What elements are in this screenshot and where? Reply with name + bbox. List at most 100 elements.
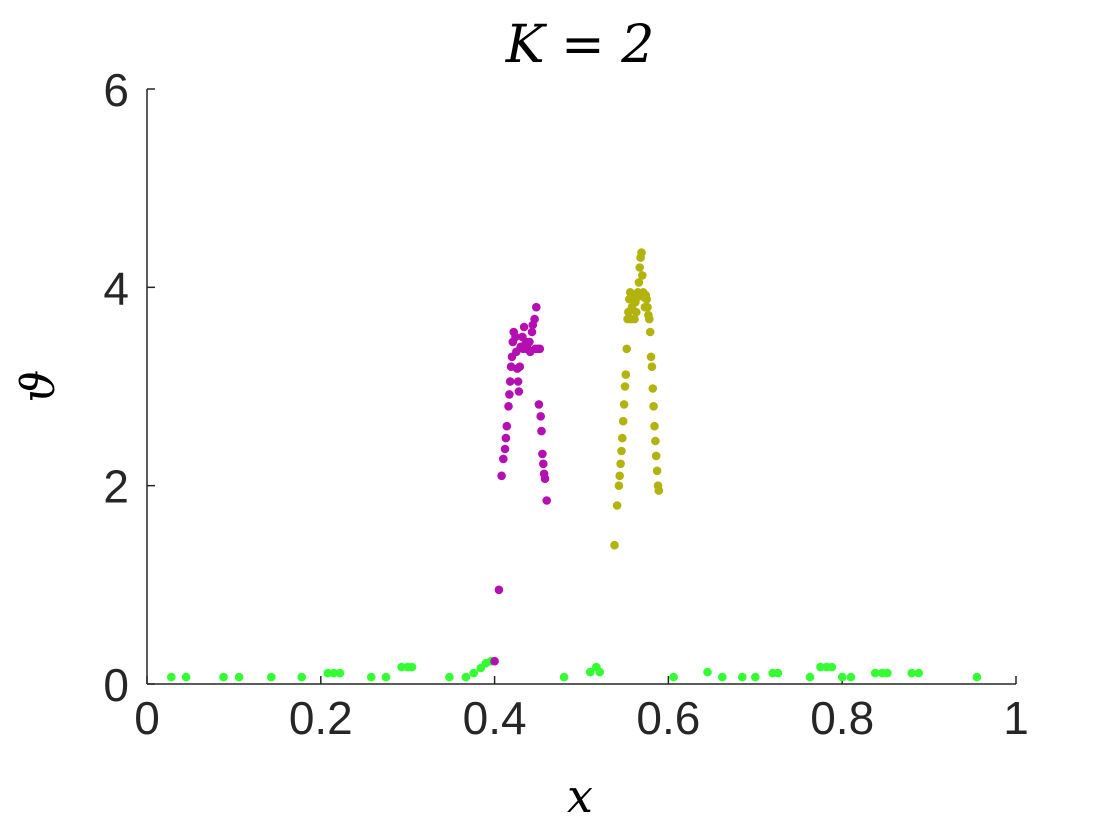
data-point bbox=[614, 481, 624, 491]
data-point bbox=[651, 451, 661, 461]
data-point bbox=[816, 662, 825, 672]
data-point bbox=[616, 459, 625, 469]
data-point bbox=[297, 672, 307, 682]
data-point bbox=[532, 302, 541, 312]
data-point bbox=[645, 327, 655, 337]
data-point bbox=[634, 278, 644, 287]
data-point bbox=[647, 362, 657, 372]
data-point bbox=[445, 672, 454, 682]
data-point bbox=[534, 400, 544, 409]
data-point bbox=[618, 416, 628, 426]
data-point bbox=[536, 412, 545, 421]
data-point bbox=[502, 421, 512, 431]
data-point bbox=[505, 377, 515, 386]
data-point bbox=[407, 662, 417, 672]
data-point bbox=[638, 271, 647, 280]
data-point bbox=[972, 672, 982, 682]
data-point bbox=[773, 668, 783, 678]
data-points bbox=[167, 248, 982, 682]
data-point bbox=[637, 248, 646, 257]
data-point bbox=[335, 668, 345, 678]
data-point bbox=[652, 466, 662, 476]
data-point bbox=[649, 402, 658, 411]
data-point bbox=[381, 672, 391, 682]
data-point bbox=[846, 672, 856, 682]
x-axis-label: x bbox=[567, 769, 593, 823]
data-point bbox=[635, 263, 644, 272]
x-tick-label: 1 bbox=[1003, 692, 1029, 744]
data-point bbox=[397, 662, 406, 672]
data-point bbox=[612, 501, 622, 510]
data-point bbox=[540, 474, 550, 484]
y-ticks: 0 2 4 6 bbox=[103, 64, 155, 711]
x-tick-label: 0.8 bbox=[810, 692, 874, 744]
data-point bbox=[883, 668, 892, 678]
data-point bbox=[650, 421, 659, 431]
data-point bbox=[630, 314, 639, 324]
data-point bbox=[645, 314, 654, 324]
data-point bbox=[738, 672, 747, 682]
data-point bbox=[219, 672, 228, 682]
data-point bbox=[595, 667, 604, 677]
data-point bbox=[504, 402, 513, 411]
x-ticks: 0 0.2 0.4 0.6 0.8 1 bbox=[134, 676, 1029, 744]
x-tick-label: 0.4 bbox=[463, 692, 527, 744]
data-point bbox=[622, 344, 631, 354]
data-point bbox=[642, 294, 651, 304]
data-point bbox=[615, 471, 624, 481]
data-point bbox=[501, 433, 511, 443]
data-point bbox=[703, 667, 712, 677]
data-point bbox=[527, 327, 537, 337]
data-point bbox=[619, 400, 629, 409]
data-point bbox=[617, 446, 626, 456]
x-tick-label: 0.6 bbox=[636, 692, 700, 744]
data-point bbox=[538, 449, 547, 459]
data-point bbox=[505, 390, 514, 399]
data-point bbox=[181, 672, 191, 682]
data-point bbox=[537, 426, 546, 436]
y-tick-label: 4 bbox=[103, 262, 129, 314]
data-point bbox=[167, 672, 176, 682]
data-point bbox=[620, 382, 630, 391]
data-point bbox=[631, 307, 641, 317]
x-tick-label: 0.2 bbox=[289, 692, 353, 744]
x-tick-label: 0 bbox=[134, 692, 160, 744]
data-point bbox=[610, 540, 619, 550]
data-point bbox=[461, 672, 471, 682]
data-point bbox=[837, 672, 847, 682]
data-point bbox=[530, 314, 539, 324]
data-point bbox=[914, 668, 923, 678]
data-point bbox=[234, 672, 244, 682]
data-point bbox=[805, 672, 815, 682]
data-point bbox=[525, 337, 534, 347]
data-point bbox=[646, 352, 656, 362]
data-point bbox=[535, 344, 545, 354]
data-point bbox=[559, 672, 569, 682]
data-point bbox=[499, 454, 508, 464]
data-point bbox=[513, 377, 523, 386]
series-2 bbox=[490, 302, 551, 666]
data-point bbox=[500, 444, 510, 454]
data-point bbox=[490, 656, 499, 666]
data-point bbox=[651, 436, 660, 446]
series-1 bbox=[167, 656, 982, 682]
data-point bbox=[497, 471, 506, 481]
y-tick-label: 0 bbox=[103, 659, 129, 711]
data-point bbox=[494, 585, 504, 595]
data-point bbox=[329, 668, 339, 678]
data-point bbox=[515, 362, 525, 372]
data-point bbox=[585, 667, 595, 677]
data-point bbox=[542, 496, 551, 505]
data-point bbox=[827, 662, 837, 672]
data-point bbox=[654, 486, 664, 495]
data-point bbox=[323, 668, 333, 678]
series-3 bbox=[610, 248, 664, 550]
data-point bbox=[366, 672, 376, 682]
data-point bbox=[669, 672, 678, 682]
data-point bbox=[621, 370, 631, 379]
data-point bbox=[519, 322, 529, 332]
chart-title: K = 2 bbox=[505, 15, 655, 75]
data-point bbox=[870, 668, 880, 678]
y-tick-label: 2 bbox=[103, 461, 129, 513]
